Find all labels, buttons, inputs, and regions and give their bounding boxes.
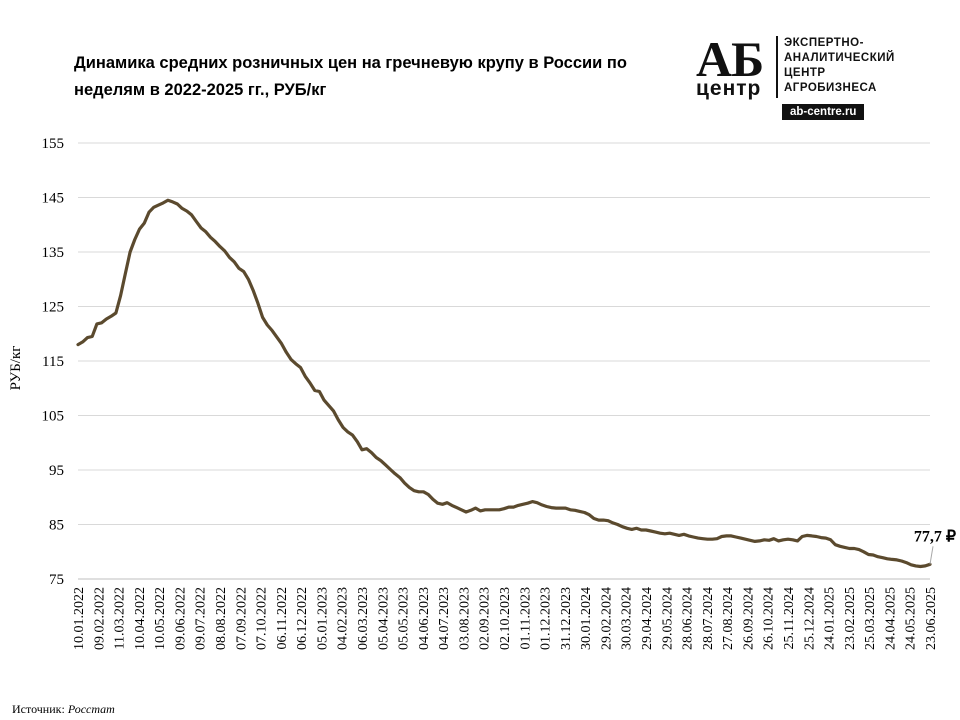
x-tick-label: 02.09.2023 — [478, 587, 493, 650]
logo-line-3: ЦЕНТР — [784, 67, 826, 79]
x-tick-label: 26.09.2024 — [741, 587, 756, 650]
y-tick-label: 155 — [42, 136, 65, 152]
x-tick-label: 06.11.2022 — [275, 587, 290, 649]
x-tick-label: 07.09.2022 — [234, 587, 249, 650]
x-tick-label: 01.12.2023 — [539, 587, 554, 650]
x-tick-label: 04.07.2023 — [437, 587, 452, 650]
x-tick-label: 24.05.2025 — [904, 587, 919, 650]
logo-ab-mark: АБ — [696, 31, 764, 87]
x-tick-label: 29.05.2024 — [660, 587, 675, 650]
logo-divider — [776, 36, 778, 98]
last-value-label: 77,7 ₽ — [914, 528, 956, 545]
x-tick-label: 07.10.2022 — [255, 587, 270, 650]
y-axis-label: РУБ/кг — [8, 346, 24, 391]
x-tick-label: 03.08.2023 — [457, 587, 472, 650]
x-tick-label: 25.03.2025 — [863, 587, 878, 650]
x-tick-label: 29.04.2024 — [640, 587, 655, 650]
ab-centre-logo[interactable]: АБ центр ЭКСПЕРТНО- АНАЛИТИЧЕСКИЙ ЦЕНТР … — [694, 34, 930, 120]
x-tick-label: 30.03.2024 — [620, 587, 635, 650]
x-tick-label: 01.11.2023 — [518, 587, 533, 649]
x-tick-label: 25.12.2024 — [802, 587, 817, 650]
logo-caption: ЭКСПЕРТНО- АНАЛИТИЧЕСКИЙ ЦЕНТР АГРОБИЗНЕ… — [784, 36, 895, 96]
y-tick-label: 135 — [42, 245, 65, 261]
x-tick-label: 04.06.2023 — [417, 587, 432, 650]
x-tick-label: 23.06.2025 — [924, 587, 939, 650]
x-tick-label: 11.03.2022 — [113, 587, 128, 649]
x-tick-label: 26.10.2024 — [762, 587, 777, 650]
y-tick-label: 85 — [49, 518, 64, 534]
x-tick-label: 23.02.2025 — [843, 587, 858, 650]
y-tick-label: 75 — [49, 572, 64, 588]
chart-series — [76, 198, 932, 569]
x-tick-label: 24.04.2025 — [883, 587, 898, 650]
y-tick-label: 145 — [42, 191, 65, 207]
x-tick-label: 28.06.2024 — [681, 587, 696, 650]
x-tick-label: 09.07.2022 — [194, 587, 209, 650]
source-value: Росстат — [67, 702, 115, 716]
x-tick-label: 02.10.2023 — [498, 587, 513, 650]
x-tick-label: 05.04.2023 — [376, 587, 391, 650]
x-tick-label: 31.12.2023 — [559, 587, 574, 650]
logo-line-2: АНАЛИТИЧЕСКИЙ — [784, 52, 895, 64]
x-tick-label: 04.02.2023 — [336, 587, 351, 650]
x-tick-label: 10.05.2022 — [153, 587, 168, 650]
x-tick-label: 30.01.2024 — [579, 587, 594, 650]
logo-website: ab-centre.ru — [782, 104, 865, 120]
x-tick-label: 08.08.2022 — [214, 587, 229, 650]
chart-gridlines — [78, 142, 930, 580]
annotation-leader — [929, 546, 934, 565]
x-tick-label: 27.08.2024 — [721, 587, 736, 650]
x-tick-label: 25.11.2024 — [782, 587, 797, 649]
x-tick-label: 06.03.2023 — [356, 587, 371, 650]
chart-title: Динамика средних розничных цен на гречне… — [74, 54, 627, 99]
x-tick-label: 24.01.2025 — [823, 587, 838, 650]
x-tick-label: 29.02.2024 — [599, 587, 614, 650]
source-note: Источник: Росстат — [12, 702, 115, 717]
y-tick-label: 115 — [42, 354, 64, 370]
price-series-line — [76, 198, 932, 569]
x-tick-label: 10.01.2022 — [72, 587, 87, 650]
y-tick-label: 95 — [49, 463, 64, 479]
chart-annotations: 77,7 ₽ — [914, 528, 956, 565]
x-tick-label: 05.01.2023 — [315, 587, 330, 650]
x-tick-label: 09.02.2022 — [92, 587, 107, 650]
x-tick-label: 28.07.2024 — [701, 587, 716, 650]
logo-line-1: ЭКСПЕРТНО- — [784, 37, 864, 49]
y-tick-label: 105 — [42, 409, 65, 425]
source-label: Источник: — [12, 702, 65, 716]
x-tick-label: 10.04.2022 — [133, 587, 148, 650]
y-tick-label: 125 — [42, 300, 65, 316]
x-tick-label: 06.12.2022 — [295, 587, 310, 650]
logo-line-4: АГРОБИЗНЕСА — [784, 82, 877, 94]
x-tick-label: 05.05.2023 — [397, 587, 412, 650]
x-axis-ticks: 10.01.2022 09.02.2022 11.03.2022 10.04.2022… — [72, 587, 939, 650]
x-tick-label: 09.06.2022 — [173, 587, 188, 650]
y-axis-ticks: 75 85 95 105 115 125 135 145 155 — [42, 136, 65, 588]
logo-centr-text: центр — [696, 77, 762, 100]
